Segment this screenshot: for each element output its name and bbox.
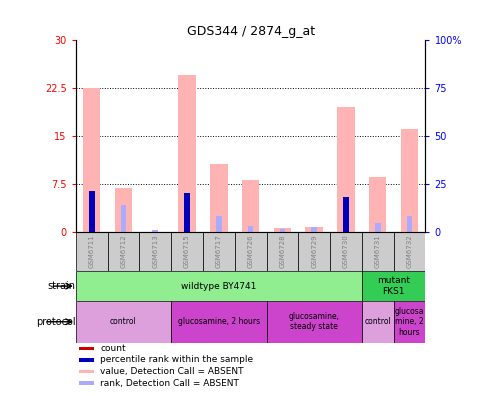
- Bar: [184, 193, 189, 232]
- Bar: [178, 75, 195, 232]
- FancyBboxPatch shape: [107, 232, 139, 271]
- Title: GDS344 / 2874_g_at: GDS344 / 2874_g_at: [186, 25, 314, 38]
- FancyBboxPatch shape: [171, 301, 266, 343]
- FancyBboxPatch shape: [266, 301, 361, 343]
- FancyBboxPatch shape: [361, 301, 393, 343]
- Bar: [79, 369, 94, 373]
- Text: percentile rank within the sample: percentile rank within the sample: [100, 355, 253, 364]
- Bar: [337, 107, 354, 232]
- Text: GSM6730: GSM6730: [342, 234, 348, 268]
- Bar: [152, 230, 158, 232]
- FancyBboxPatch shape: [234, 232, 266, 271]
- Text: protocol: protocol: [36, 317, 76, 327]
- FancyBboxPatch shape: [171, 232, 203, 271]
- Bar: [279, 229, 285, 232]
- Bar: [311, 227, 316, 232]
- FancyBboxPatch shape: [361, 271, 425, 301]
- Text: GSM6711: GSM6711: [88, 234, 95, 268]
- Text: mutant
FKS1: mutant FKS1: [376, 276, 409, 296]
- Bar: [79, 381, 94, 385]
- Text: value, Detection Call = ABSENT: value, Detection Call = ABSENT: [100, 367, 244, 376]
- Text: GSM6729: GSM6729: [310, 235, 317, 268]
- Text: GSM6713: GSM6713: [152, 234, 158, 268]
- Text: glucosa
mine, 2
hours: glucosa mine, 2 hours: [394, 307, 424, 337]
- Text: GSM6731: GSM6731: [374, 234, 380, 268]
- Bar: [216, 216, 221, 232]
- FancyBboxPatch shape: [298, 232, 329, 271]
- FancyBboxPatch shape: [76, 232, 107, 271]
- Text: GSM6728: GSM6728: [279, 235, 285, 268]
- FancyBboxPatch shape: [393, 232, 425, 271]
- Bar: [343, 197, 348, 232]
- Bar: [89, 191, 94, 232]
- Bar: [115, 188, 132, 232]
- Text: GSM6715: GSM6715: [183, 235, 190, 268]
- Text: count: count: [100, 344, 125, 353]
- Text: rank, Detection Call = ABSENT: rank, Detection Call = ABSENT: [100, 379, 239, 388]
- FancyBboxPatch shape: [76, 271, 361, 301]
- FancyBboxPatch shape: [361, 232, 393, 271]
- Text: control: control: [110, 317, 137, 326]
- Bar: [305, 227, 322, 232]
- Text: wildtype BY4741: wildtype BY4741: [181, 282, 256, 291]
- Bar: [247, 226, 253, 232]
- FancyBboxPatch shape: [76, 301, 171, 343]
- Bar: [400, 129, 417, 232]
- Bar: [242, 181, 259, 232]
- Text: strain: strain: [48, 281, 76, 291]
- Bar: [273, 228, 290, 232]
- FancyBboxPatch shape: [329, 232, 361, 271]
- Text: GSM6726: GSM6726: [247, 235, 253, 268]
- Text: GSM6717: GSM6717: [215, 234, 222, 268]
- Bar: [79, 347, 94, 350]
- Text: control: control: [364, 317, 390, 326]
- Bar: [83, 88, 100, 232]
- Bar: [406, 216, 411, 232]
- Bar: [368, 177, 386, 232]
- Bar: [374, 223, 380, 232]
- Text: GSM6732: GSM6732: [406, 235, 412, 268]
- Bar: [210, 164, 227, 232]
- Text: GSM6712: GSM6712: [120, 235, 126, 268]
- Bar: [121, 205, 126, 232]
- FancyBboxPatch shape: [266, 232, 298, 271]
- FancyBboxPatch shape: [203, 232, 234, 271]
- Text: glucosamine, 2 hours: glucosamine, 2 hours: [178, 317, 259, 326]
- Bar: [79, 358, 94, 362]
- FancyBboxPatch shape: [139, 232, 171, 271]
- FancyBboxPatch shape: [393, 301, 425, 343]
- Text: glucosamine,
steady state: glucosamine, steady state: [288, 312, 339, 331]
